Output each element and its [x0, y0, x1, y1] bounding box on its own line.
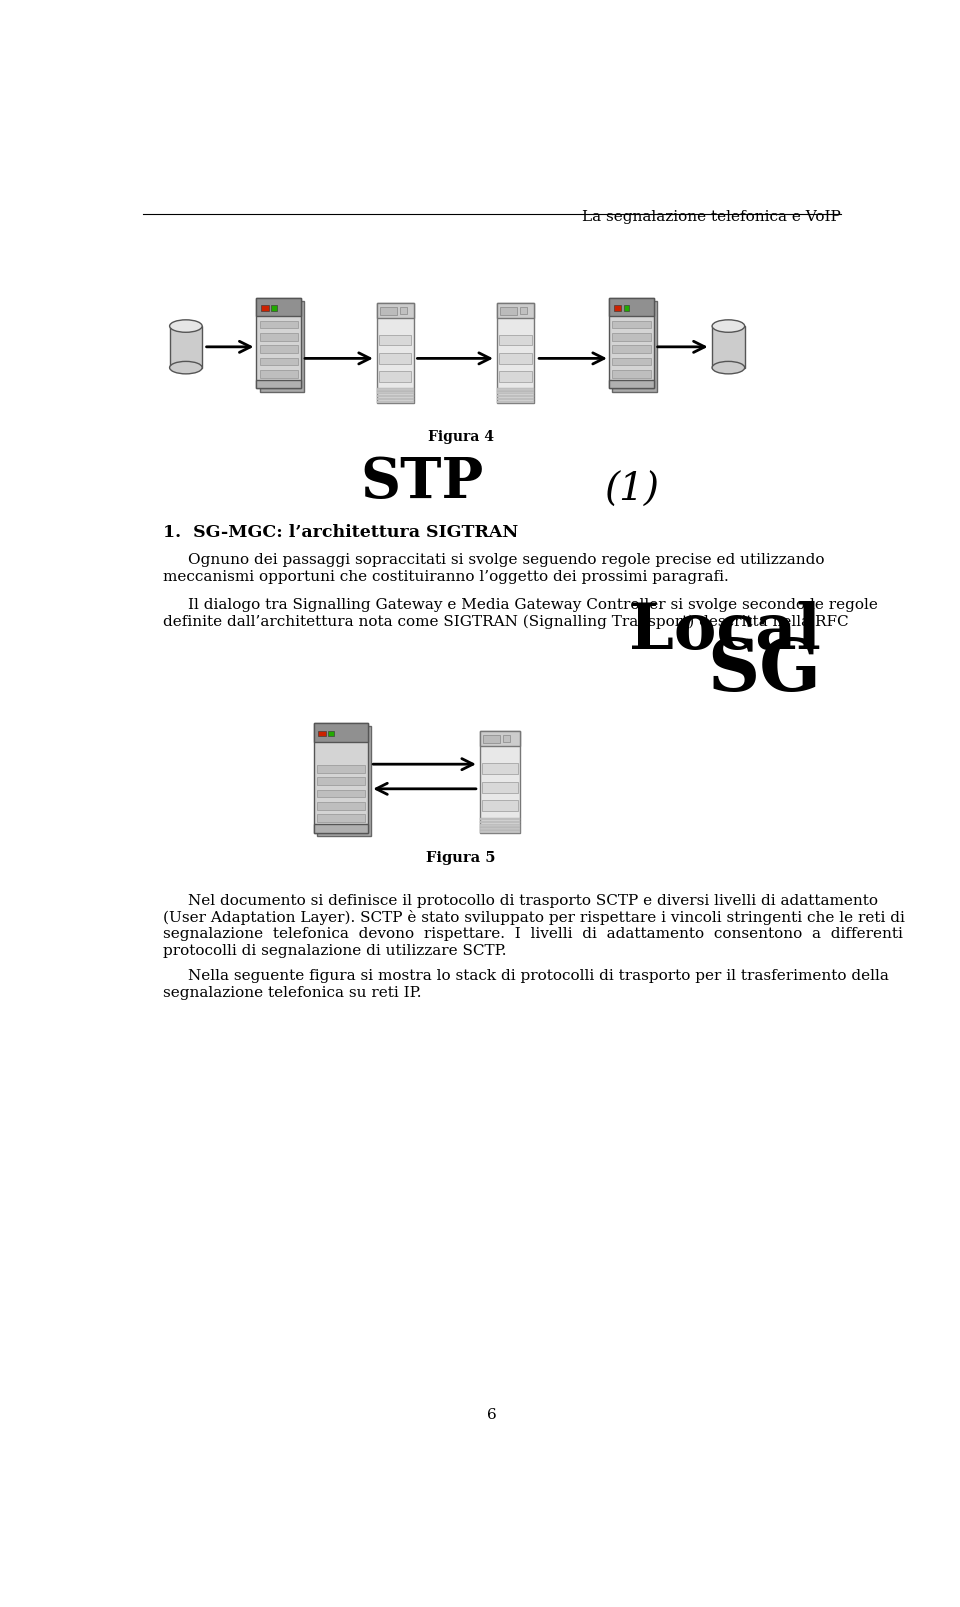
Bar: [480, 731, 520, 747]
Bar: [317, 765, 365, 773]
Text: Ognuno dei passaggi sopraccitati si svolge seguendo regole precise ed utilizzand: Ognuno dei passaggi sopraccitati si svol…: [188, 553, 825, 567]
Ellipse shape: [712, 320, 745, 333]
Bar: [480, 731, 520, 832]
Text: La segnalazione telefonica e VoIP: La segnalazione telefonica e VoIP: [582, 211, 841, 223]
Ellipse shape: [712, 362, 745, 374]
Bar: [259, 321, 299, 328]
Bar: [496, 304, 534, 318]
Bar: [609, 379, 654, 389]
Bar: [496, 397, 534, 400]
Bar: [483, 734, 500, 742]
Bar: [499, 371, 532, 382]
Ellipse shape: [170, 362, 203, 374]
Bar: [328, 731, 334, 736]
Bar: [314, 824, 368, 832]
Bar: [612, 301, 657, 392]
Text: Nella seguente figura si mostra lo stack di protocolli di trasporto per il trasf: Nella seguente figura si mostra lo stack…: [188, 969, 889, 983]
Text: Nel documento si definisce il protocollo di trasporto SCTP e diversi livelli di : Nel documento si definisce il protocollo…: [188, 893, 878, 908]
Bar: [317, 815, 365, 821]
Text: STP: STP: [361, 455, 484, 509]
Text: protocolli di segnalazione di utilizzare SCTP.: protocolli di segnalazione di utilizzare…: [162, 945, 506, 958]
Bar: [314, 723, 368, 742]
Bar: [612, 321, 651, 328]
Bar: [379, 334, 412, 346]
Bar: [482, 800, 517, 812]
Text: segnalazione telefonica su reti IP.: segnalazione telefonica su reti IP.: [162, 987, 421, 1000]
Bar: [500, 307, 516, 315]
Bar: [376, 389, 414, 391]
Bar: [480, 828, 520, 829]
Bar: [496, 395, 534, 397]
Bar: [612, 370, 651, 378]
Text: Figura 4: Figura 4: [428, 431, 494, 444]
Bar: [496, 392, 534, 394]
Bar: [482, 783, 517, 792]
Bar: [259, 370, 299, 378]
Text: 6: 6: [487, 1408, 497, 1422]
Bar: [314, 723, 368, 832]
Bar: [317, 802, 365, 810]
Bar: [376, 400, 414, 403]
Bar: [170, 326, 203, 368]
Bar: [624, 305, 629, 310]
Bar: [480, 824, 520, 826]
Text: segnalazione  telefonica  devono  rispettare.  I  livelli  di  adattamento  cons: segnalazione telefonica devono rispettar…: [162, 927, 902, 942]
Bar: [376, 304, 414, 403]
Bar: [499, 354, 532, 363]
Bar: [612, 333, 651, 341]
Bar: [317, 726, 372, 836]
Bar: [379, 371, 412, 382]
Bar: [259, 358, 299, 365]
Bar: [256, 379, 301, 389]
Text: definite dall’architettura nota come SIGTRAN (Signalling Transport) descritta ne: definite dall’architettura nota come SIG…: [162, 615, 849, 630]
Bar: [317, 778, 365, 784]
Text: (User Adaptation Layer). SCTP è stato sviluppato per rispettare i vincoli string: (User Adaptation Layer). SCTP è stato sv…: [162, 911, 904, 926]
Bar: [271, 305, 276, 310]
Bar: [376, 304, 414, 318]
Text: Local: Local: [630, 601, 822, 662]
Bar: [503, 734, 510, 742]
Bar: [609, 297, 654, 317]
Bar: [317, 789, 365, 797]
Text: Figura 5: Figura 5: [426, 852, 495, 865]
Bar: [496, 400, 534, 403]
Bar: [712, 326, 745, 368]
Bar: [376, 397, 414, 400]
Bar: [480, 831, 520, 832]
Bar: [480, 821, 520, 823]
Bar: [256, 297, 301, 389]
Text: Il dialogo tra Signalling Gateway e Media Gateway Controller si svolge secondo l: Il dialogo tra Signalling Gateway e Medi…: [188, 598, 878, 612]
Text: meccanismi opportuni che costituiranno l’oggetto dei prossimi paragrafi.: meccanismi opportuni che costituiranno l…: [162, 570, 729, 583]
Text: 1.  SG-MGC: l’architettura SIGTRAN: 1. SG-MGC: l’architettura SIGTRAN: [162, 524, 517, 542]
Bar: [259, 346, 299, 354]
Bar: [399, 307, 407, 313]
Bar: [520, 307, 527, 313]
Bar: [376, 392, 414, 394]
Bar: [261, 305, 269, 310]
Ellipse shape: [170, 320, 203, 333]
Bar: [499, 334, 532, 346]
Bar: [612, 346, 651, 354]
Bar: [259, 333, 299, 341]
Bar: [496, 389, 534, 391]
Bar: [256, 297, 301, 317]
Bar: [612, 358, 651, 365]
Bar: [613, 305, 621, 310]
Bar: [319, 731, 326, 736]
Bar: [482, 763, 517, 775]
Bar: [496, 304, 534, 403]
Bar: [259, 301, 304, 392]
Bar: [480, 818, 520, 821]
Bar: [609, 297, 654, 389]
Text: SG: SG: [708, 635, 822, 705]
Bar: [376, 395, 414, 397]
Bar: [379, 354, 412, 363]
Text: (1): (1): [604, 471, 659, 508]
Bar: [379, 307, 396, 315]
